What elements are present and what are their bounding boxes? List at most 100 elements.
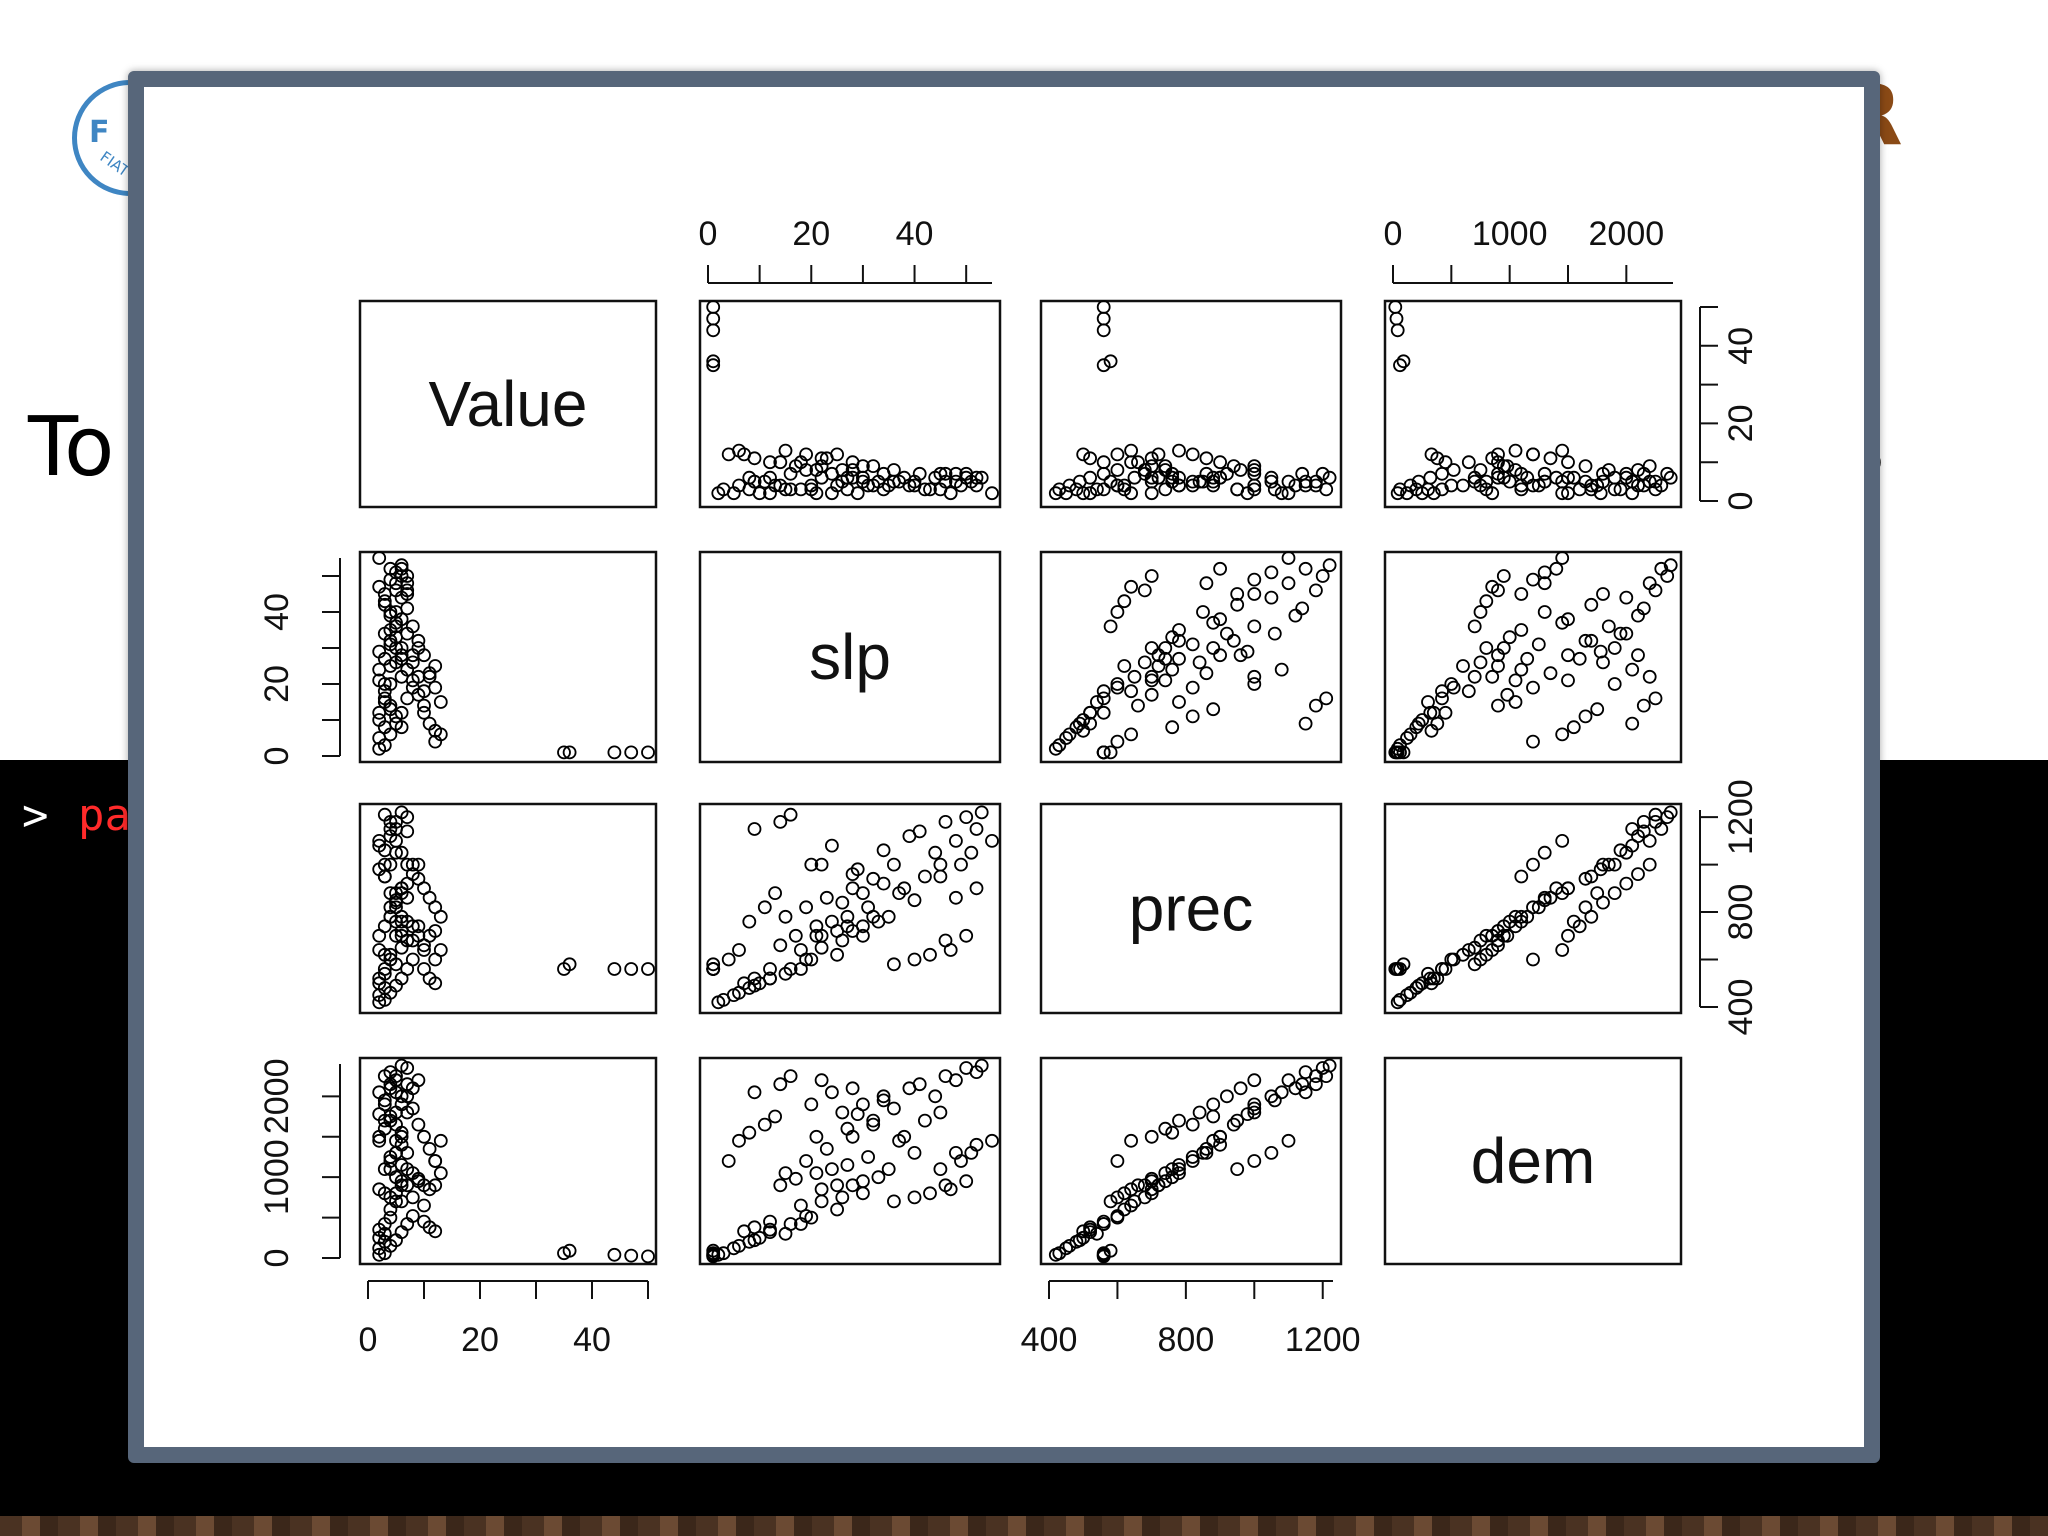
data-point: [1144, 1174, 1159, 1189]
data-point: [1124, 1198, 1138, 1213]
data-point: [1185, 1154, 1200, 1168]
data-point: [1103, 474, 1118, 489]
data-point: [814, 1182, 829, 1197]
data-point: [417, 943, 431, 957]
data-point: [1424, 976, 1439, 991]
data-point: [1192, 1105, 1207, 1120]
data-point: [1400, 486, 1414, 501]
data-point: [819, 890, 834, 905]
data-point: [840, 1121, 855, 1136]
data-point: [1230, 1162, 1245, 1176]
data-point: [417, 698, 431, 713]
data-point: [938, 933, 953, 948]
data-point: [773, 1178, 788, 1193]
data-point: [1461, 684, 1476, 699]
data-point: [1267, 626, 1282, 641]
data-point: [372, 1085, 387, 1100]
data-point: [1295, 1077, 1310, 1092]
x-tick-label-prec: 400: [1021, 1321, 1078, 1359]
data-point: [747, 978, 762, 993]
data-point: [377, 691, 392, 706]
data-point: [933, 1105, 948, 1120]
data-point: [422, 1142, 437, 1156]
data-point: [383, 633, 398, 648]
data-point: [417, 705, 431, 720]
data-point: [788, 1171, 803, 1186]
data-point: [1526, 572, 1540, 587]
data-point: [1131, 1178, 1145, 1193]
data-point: [428, 723, 443, 738]
pairs-panel-prec-dem: [1383, 802, 1683, 1015]
data-point: [394, 641, 409, 655]
y-tick-label-dem: 2000: [258, 1059, 296, 1135]
data-point: [1543, 451, 1558, 466]
data-point: [1158, 1166, 1173, 1180]
data-point: [918, 869, 932, 884]
data-point: [1151, 648, 1166, 663]
pairs-panel-slp-Value: [358, 550, 658, 764]
data-point: [1158, 1174, 1173, 1189]
data-point: [1435, 466, 1449, 481]
data-point: [1144, 641, 1159, 655]
data-point: [1206, 615, 1221, 630]
data-point: [1613, 626, 1628, 641]
y-tick-label-dem: 0: [258, 1249, 296, 1268]
data-point: [1144, 687, 1159, 702]
data-point: [1096, 691, 1111, 706]
data-point: [835, 1190, 850, 1205]
data-point: [1446, 952, 1461, 967]
data-point: [1103, 354, 1118, 369]
data-point: [757, 900, 772, 915]
data-point: [1578, 871, 1593, 886]
data-point: [1158, 482, 1173, 497]
data-point: [1315, 466, 1330, 481]
data-point: [1625, 838, 1640, 853]
data-point: [433, 909, 448, 924]
data-point: [825, 1162, 839, 1176]
data-point: [928, 1089, 943, 1104]
data-point: [1206, 641, 1221, 655]
data-point: [825, 486, 839, 501]
variable-label-Value: Value: [429, 368, 588, 440]
data-point: [1388, 745, 1403, 760]
image-popup[interactable]: Value slp prec dem 0 20 40 0 1000 2000 0 20 40 400 800…: [128, 71, 1880, 1463]
data-point: [1127, 669, 1142, 684]
data-point: [1473, 933, 1488, 948]
data-point: [1137, 463, 1152, 477]
data-point: [845, 455, 860, 470]
data-point: [814, 1073, 829, 1088]
data-point: [1467, 669, 1482, 684]
data-point: [856, 886, 870, 900]
data-point: [1110, 605, 1125, 619]
data-point: [1144, 451, 1159, 466]
data-point: [783, 962, 798, 976]
data-point: [1230, 597, 1245, 612]
data-point: [1322, 558, 1337, 573]
data-point: [428, 734, 443, 749]
data-point: [1607, 886, 1622, 900]
data-point: [845, 867, 860, 881]
pairs-panel-Value-dem: [1383, 299, 1683, 509]
data-point: [912, 1077, 927, 1092]
data-point: [1274, 486, 1289, 501]
data-point: [1124, 579, 1138, 594]
data-point: [825, 838, 839, 853]
data-point: [1631, 463, 1645, 477]
data-point: [892, 1133, 906, 1148]
data-point: [428, 1224, 443, 1239]
pairs-panel-prec-slp: [698, 802, 1002, 1015]
data-point: [938, 1069, 953, 1083]
data-point: [814, 451, 829, 466]
data-point: [1172, 1162, 1186, 1176]
data-point: [1247, 572, 1262, 587]
data-point: [1648, 474, 1663, 489]
data-point: [1110, 447, 1125, 462]
data-point: [1438, 455, 1453, 470]
data-point: [417, 1178, 431, 1193]
data-point: [1537, 474, 1552, 489]
data-point: [1648, 482, 1663, 497]
data-point: [1144, 1129, 1159, 1144]
data-point: [840, 919, 855, 934]
data-point: [1309, 1077, 1323, 1092]
data-point: [737, 1224, 751, 1239]
